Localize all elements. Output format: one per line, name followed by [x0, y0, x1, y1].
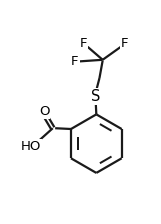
- Text: F: F: [71, 55, 79, 68]
- Text: HO: HO: [20, 140, 41, 153]
- Text: S: S: [91, 89, 100, 104]
- Text: F: F: [121, 37, 128, 50]
- Text: F: F: [80, 37, 87, 50]
- Text: O: O: [39, 105, 49, 118]
